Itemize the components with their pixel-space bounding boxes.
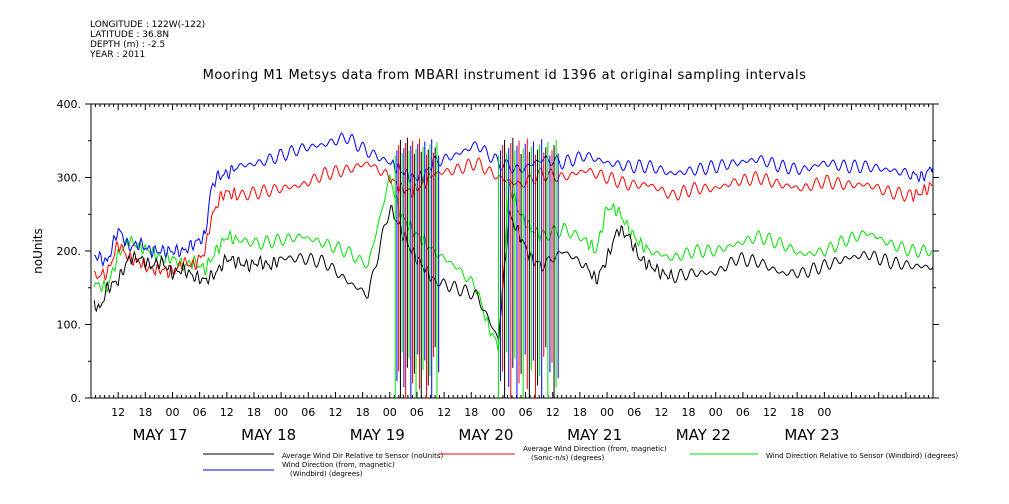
x-tick-label: 12 — [546, 406, 560, 419]
x-tick-label: 18 — [790, 406, 804, 419]
x-tick-label: 18 — [573, 406, 587, 419]
chart-title: Mooring M1 Metsys data from MBARI instru… — [202, 68, 807, 83]
x-tick-label: 12 — [763, 406, 777, 419]
x-tick-label: 18 — [138, 406, 152, 419]
latitude-text: LATITUDE : 36.8N — [90, 30, 170, 40]
x-tick-label: 06 — [627, 406, 641, 419]
series-line-3 — [93, 174, 934, 353]
x-day-label: MAY 20 — [458, 426, 513, 444]
x-tick-label: 12 — [437, 406, 451, 419]
x-day-label: MAY 18 — [241, 426, 296, 444]
y-axis-label: noUnits — [31, 228, 45, 274]
plot-frame — [90, 103, 934, 399]
depth-text: DEPTH (m) : -2.5 — [90, 40, 166, 50]
series-line-1 — [93, 204, 934, 341]
metadata-block: LONGITUDE : 122W(-122) LATITUDE : 36.8N … — [90, 20, 205, 60]
longitude-text: LONGITUDE : 122W(-122) — [90, 20, 206, 30]
x-day-label: MAY 21 — [567, 426, 622, 444]
x-day-label: MAY 22 — [676, 426, 731, 444]
x-tick-label: 18 — [247, 406, 261, 419]
y-tick-label: 300. — [57, 172, 82, 185]
x-tick-label: 00 — [165, 406, 179, 419]
x-tick-label: 06 — [301, 406, 315, 419]
x-tick-label: 18 — [464, 406, 478, 419]
chart-axes: 0. 100. 200. 300. 400. noUnits 12 18 00 06 12 18 00 0… — [31, 98, 939, 444]
legend-label-1: Average Wind Dir Relative to Sensor (noU… — [282, 452, 443, 460]
x-tick-label: 12 — [328, 406, 342, 419]
x-tick-label: 18 — [682, 406, 696, 419]
x-day-label: MAY 23 — [784, 426, 839, 444]
legend-label-2: Average Wind Direction (from, magnetic)(… — [523, 445, 667, 462]
chart-legend: Average Wind Dir Relative to Sensor (noU… — [203, 445, 958, 478]
x-day-label: MAY 19 — [350, 426, 405, 444]
y-tick-label: 200. — [57, 245, 82, 258]
x-tick-label: 00 — [274, 406, 288, 419]
x-tick-label: 06 — [519, 406, 533, 419]
x-tick-label: 12 — [111, 406, 125, 419]
x-day-label: MAY 17 — [132, 426, 187, 444]
x-tick-label: 12 — [220, 406, 234, 419]
series-line-2 — [93, 157, 934, 281]
x-tick-label: 12 — [654, 406, 668, 419]
x-tick-label: 00 — [817, 406, 831, 419]
x-tick-label: 00 — [491, 406, 505, 419]
x-tick-label: 00 — [600, 406, 614, 419]
x-tick-label: 06 — [410, 406, 424, 419]
y-tick-label: 400. — [57, 98, 82, 111]
x-tick-label: 06 — [193, 406, 207, 419]
legend-label-3: Wind Direction Relative to Sensor (Windb… — [766, 452, 958, 460]
legend-label-4: Wind Direction (from, magnetic) (Windbird… — [282, 461, 395, 478]
y-tick-label: 100. — [57, 319, 82, 332]
x-tick-label: 00 — [709, 406, 723, 419]
series-line-4 — [94, 132, 934, 268]
x-tick-label: 18 — [356, 406, 370, 419]
y-tick-label: 0. — [71, 392, 82, 405]
chart-series — [93, 132, 934, 398]
x-tick-label: 00 — [383, 406, 397, 419]
year-text: YEAR : 2011 — [90, 50, 146, 60]
x-tick-label: 06 — [736, 406, 750, 419]
